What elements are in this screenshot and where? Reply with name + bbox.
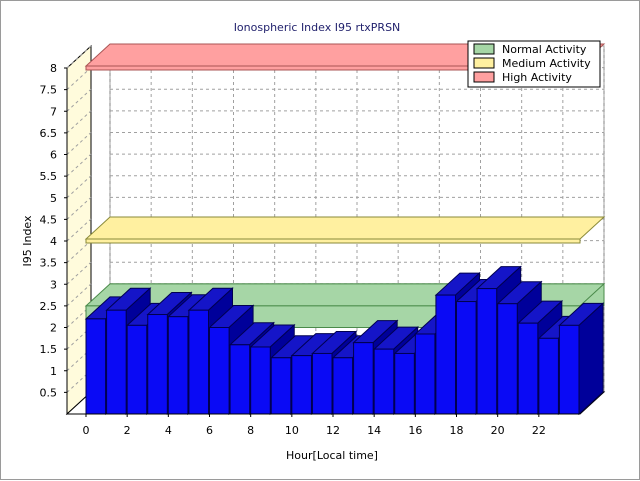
x-tick-label: 14 (367, 424, 381, 437)
y-tick-label: 5.5 (40, 170, 58, 183)
bar-front-face (538, 337, 559, 415)
bar-front-face (373, 348, 395, 415)
x-tick-label: 10 (285, 424, 299, 437)
x-tick-label: 8 (247, 424, 254, 437)
legend-swatch-high (473, 71, 495, 83)
bar-front-face (167, 316, 189, 415)
y-tick-label: 1 (50, 365, 57, 378)
x-tick-label: 18 (450, 424, 464, 437)
bar-front-face (85, 318, 107, 415)
chart-title: Ionospheric Index I95 rtxPRSN (234, 21, 401, 34)
x-tick-label: 6 (206, 424, 213, 437)
y-tick-label: 6.5 (40, 127, 58, 140)
bar-front-face (435, 294, 456, 415)
x-tick-label: 20 (491, 424, 505, 437)
legend-swatch-normal (473, 43, 495, 55)
bar-front-face (311, 352, 333, 415)
bar-front-face (291, 355, 312, 415)
y-tick-label: 7 (50, 105, 57, 118)
legend-label-medium: Medium Activity (502, 57, 591, 70)
y-tick-label: 1.5 (40, 343, 58, 356)
bar-front-face (229, 344, 251, 415)
band-front-medium (85, 238, 581, 244)
bar-front-face (476, 288, 498, 415)
bar-front-face (517, 322, 539, 415)
y-tick-label: 4 (50, 235, 57, 248)
bar-front-face (497, 303, 518, 415)
bar-front-face (250, 346, 271, 415)
y-tick-label: 3.5 (40, 257, 58, 270)
y-tick-label: 3 (50, 278, 57, 291)
band-top-medium (84, 216, 606, 240)
y-tick-label: 4.5 (40, 213, 58, 226)
y-tick-label: 5 (50, 192, 57, 205)
bar-front-face (394, 352, 415, 415)
y-tick-label: 7.5 (40, 84, 58, 97)
axes-layer: 0.5 1 1.5 2 2.5 3 3.5 4 4.5 5 5.5 6 6.5 7 7.5 8 0 2 4 6 8 10 1… (40, 62, 580, 437)
bar-front-face (353, 342, 374, 415)
y-tick-label: 6 (50, 149, 57, 162)
y-tick-label: 0.5 (40, 386, 58, 399)
bar-front-face (126, 324, 148, 415)
bar-front-face (209, 327, 230, 415)
bar-front-face (414, 333, 436, 415)
bar-front-face (147, 314, 168, 415)
bar-front-face (332, 357, 354, 415)
legend-label-normal: Normal Activity (502, 43, 587, 56)
x-axis-label: Hour[Local time] (286, 449, 378, 462)
bar-front-face (456, 301, 477, 415)
bar-front-face (558, 324, 580, 415)
y-tick-label: 2.5 (40, 300, 58, 313)
bar (558, 302, 605, 416)
bar-front-face (270, 357, 292, 415)
y-tick-label: 2 (50, 322, 57, 335)
x-tick-label: 22 (532, 424, 546, 437)
bar-front-face (106, 309, 127, 415)
bars-layer (84, 265, 605, 416)
y-axis-label: I95 Index (21, 215, 34, 267)
x-tick-label: 16 (408, 424, 422, 437)
x-tick-label: 2 (124, 424, 131, 437)
legend-label-high: High Activity (502, 71, 572, 84)
x-tick-label: 0 (83, 424, 90, 437)
legend: Normal Activity Medium Activity High Act… (467, 40, 601, 88)
x-tick-label: 12 (326, 424, 340, 437)
legend-swatch-medium (473, 57, 495, 69)
x-tick-label: 4 (165, 424, 172, 437)
bar-front-face (188, 309, 210, 415)
y-tick-label: 8 (50, 62, 57, 75)
